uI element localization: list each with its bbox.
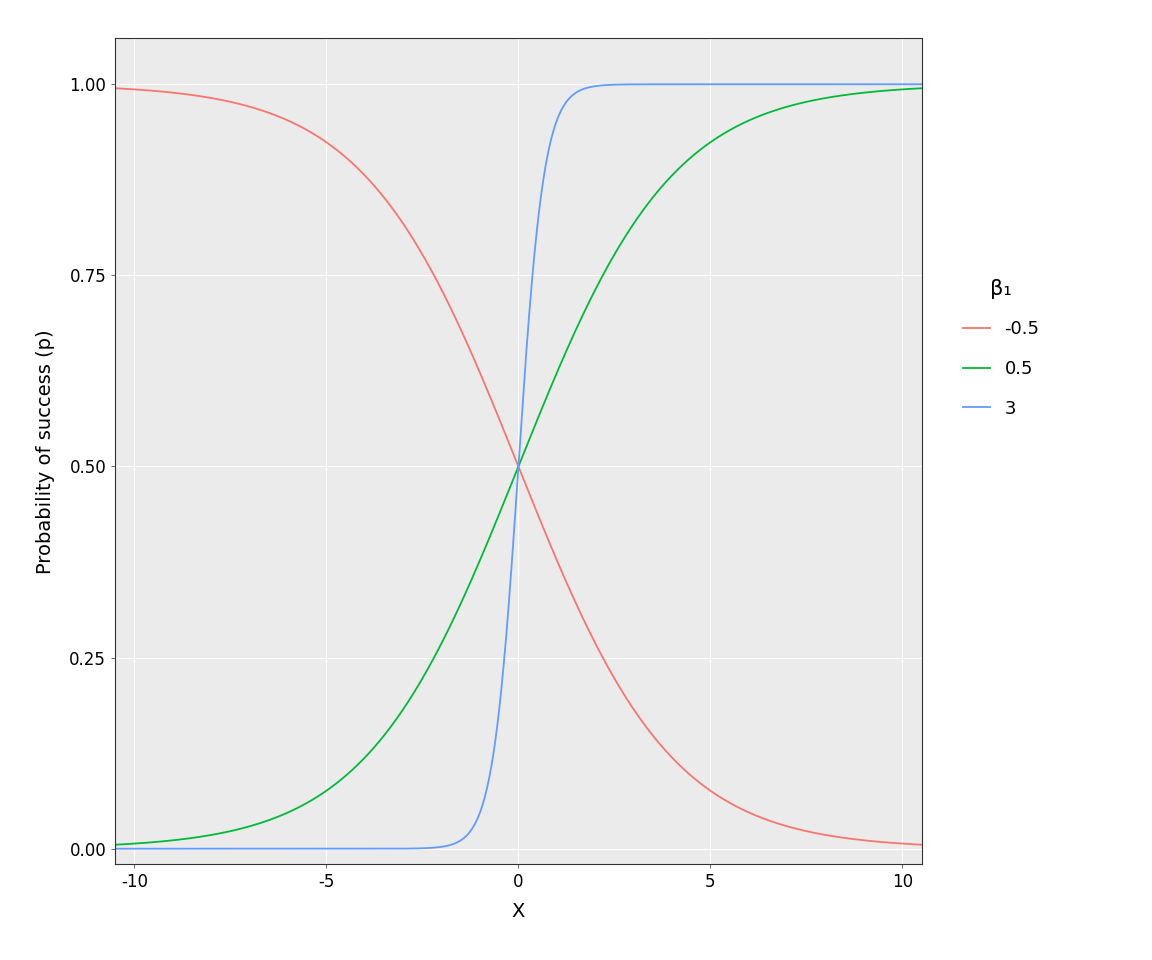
0.5 <box>108 839 122 851</box>
3 <box>915 79 929 90</box>
-0.5 <box>500 433 514 444</box>
Line: 3: 3 <box>115 84 922 849</box>
3 <box>743 79 757 90</box>
Y-axis label: Probability of success (p): Probability of success (p) <box>37 329 55 573</box>
0.5 <box>890 84 904 95</box>
3 <box>500 616 514 628</box>
3 <box>890 79 904 90</box>
0.5 <box>500 489 514 500</box>
Line: 0.5: 0.5 <box>115 88 922 845</box>
0.5 <box>150 836 164 848</box>
0.5 <box>479 540 493 552</box>
-0.5 <box>108 83 122 94</box>
X-axis label: X: X <box>511 902 525 922</box>
3 <box>892 79 905 90</box>
Line: -0.5: -0.5 <box>115 88 922 845</box>
3 <box>108 843 122 854</box>
-0.5 <box>150 85 164 97</box>
3 <box>150 843 164 854</box>
-0.5 <box>892 837 905 849</box>
3 <box>479 787 493 799</box>
Legend: -0.5, 0.5, 3: -0.5, 0.5, 3 <box>963 278 1039 418</box>
-0.5 <box>890 837 904 849</box>
0.5 <box>743 114 757 126</box>
0.5 <box>915 83 929 94</box>
-0.5 <box>479 381 493 393</box>
-0.5 <box>743 807 757 819</box>
0.5 <box>892 84 905 95</box>
-0.5 <box>915 839 929 851</box>
